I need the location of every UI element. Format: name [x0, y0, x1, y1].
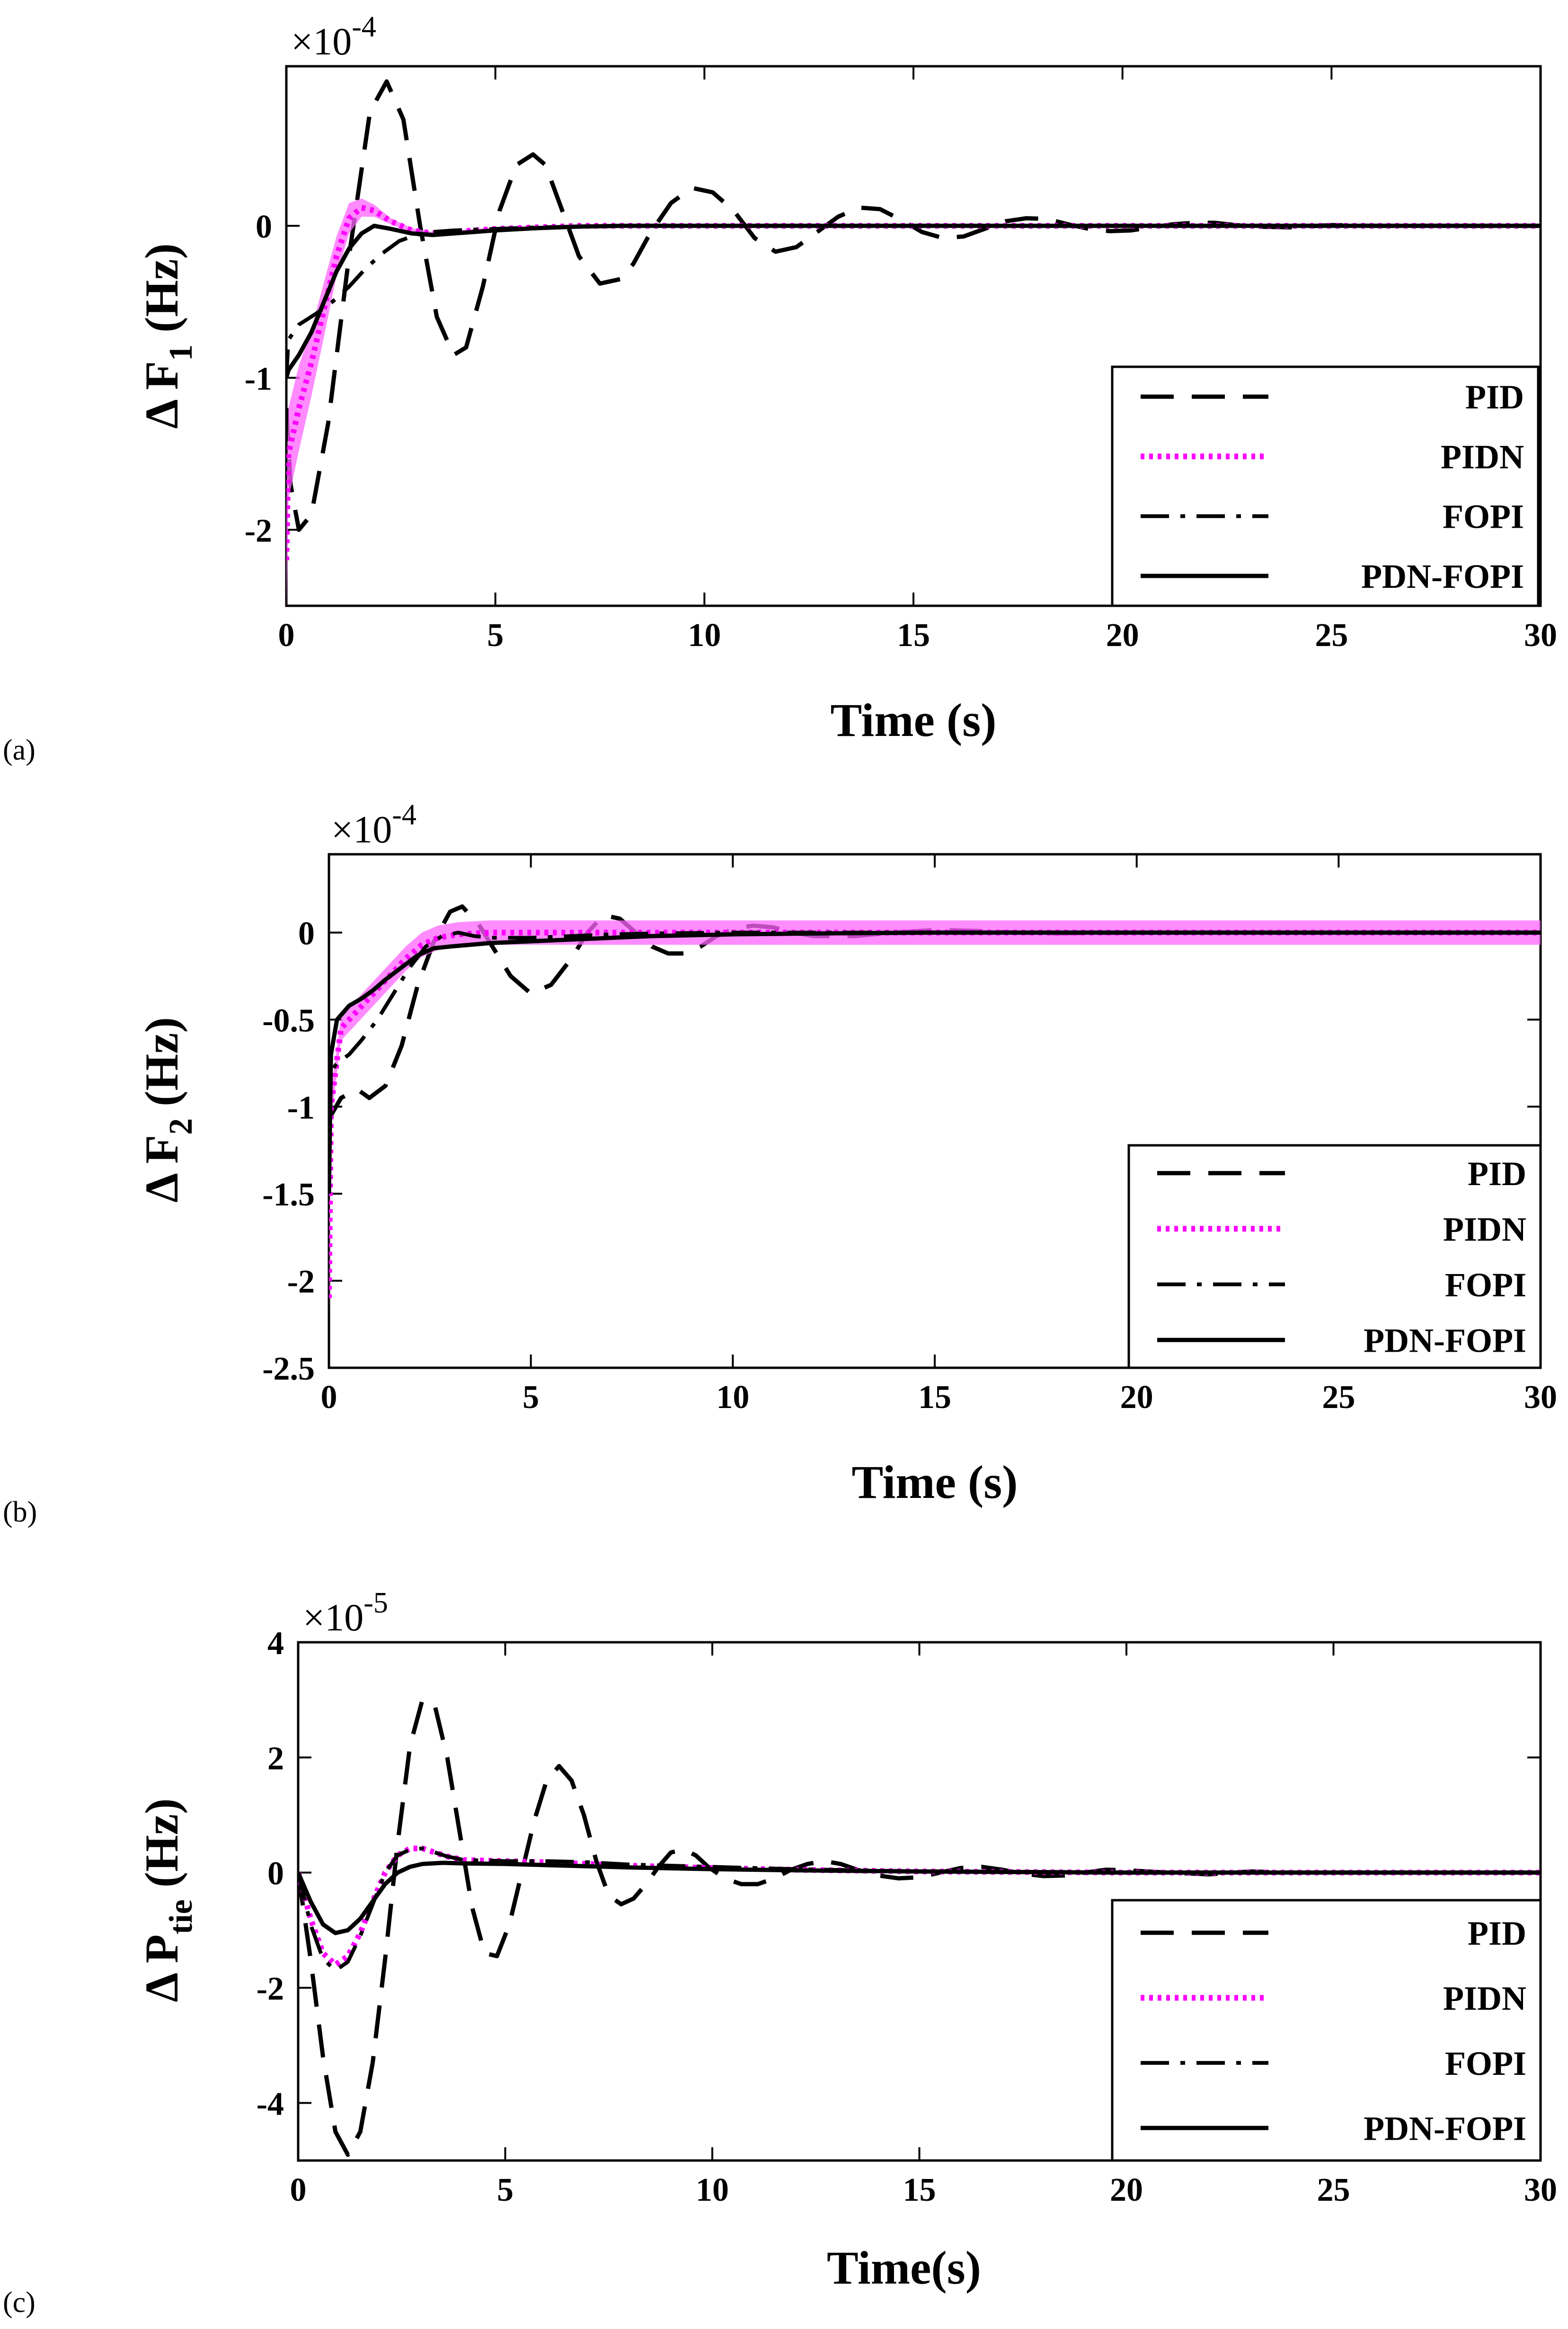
series-line-pdn-fopi	[286, 223, 1541, 379]
x-tick-label: 20	[1106, 617, 1139, 654]
x-axis-title: Time (s)	[852, 1456, 1018, 1508]
x-tick-label: 15	[918, 1379, 951, 1416]
x-tick-label: 15	[897, 617, 930, 654]
panel-a: (a) 0 5 10 15 20 25 30 -2 -1 0 ×10-4 PID PIDN FOPI PDN…	[3, 11, 1557, 766]
legend: PID PIDN FOPI PDN-FOPI	[1111, 1899, 1542, 2162]
x-tick-label: 0	[290, 2172, 307, 2208]
series-group	[329, 904, 1541, 1316]
series-line-pid	[286, 79, 1541, 532]
x-tick-label: 20	[1120, 1379, 1153, 1416]
y-tick-label: -2	[287, 1264, 315, 1300]
y-tick-label: -1	[287, 1089, 315, 1126]
y-tick-label: 0	[298, 916, 315, 952]
series-line-fopi	[329, 930, 1541, 1107]
panel-label-b: (b)	[3, 1496, 37, 1528]
x-tick-label: 10	[696, 2172, 729, 2208]
x-tick-label: 15	[903, 2172, 936, 2208]
panel-label-a: (a)	[3, 734, 35, 766]
series-line-pid	[298, 1698, 1541, 2157]
y-tick-label: -2	[257, 1971, 284, 2007]
y-tick-label: 0	[256, 209, 272, 245]
series-line-fopi	[298, 1846, 1541, 1973]
series-group	[286, 79, 1541, 606]
x-tick-label: 5	[523, 1379, 539, 1416]
x-tick-label: 25	[1317, 2172, 1350, 2208]
y-tick-label: 0	[267, 1856, 284, 1892]
x-tick-label: 0	[321, 1379, 337, 1416]
axis-exponent: ×10-4	[291, 11, 376, 63]
x-tick-label: 10	[688, 617, 721, 654]
legend-label: PDN-FOPI	[1364, 1321, 1526, 1359]
x-tick-label: 25	[1322, 1379, 1355, 1416]
legend-label: PDN-FOPI	[1364, 2109, 1526, 2147]
panel-label-c: (c)	[3, 2286, 35, 2319]
y-axis-title: Δ Ptie (Hz)	[135, 1798, 199, 2002]
legend-label: FOPI	[1445, 2045, 1526, 2082]
y-axis-title: Δ F1 (Hz)	[135, 243, 199, 429]
x-tick-label: 30	[1524, 1379, 1557, 1416]
x-tick-label: 20	[1110, 2172, 1143, 2208]
legend-label: PID	[1468, 1155, 1526, 1193]
legend-label: PID	[1468, 1914, 1526, 1952]
legend-label: PDN-FOPI	[1361, 558, 1524, 595]
y-tick-label: 4	[267, 1625, 284, 1662]
axis-exponent: ×10-5	[303, 1587, 388, 1639]
panel-c: (c) 0 5 10 15 20 25 30-4-2024×10-5PIDPIDNFOPIP…	[3, 1587, 1557, 2319]
x-tick-label: 25	[1315, 617, 1348, 654]
panel-b: (b) 0 5 10 15 20 25 30 -2.5 -2 -1.5 -1 -0.5 0 ×10-4 PI…	[3, 799, 1557, 1528]
legend-label: PIDN	[1441, 438, 1524, 476]
x-tick-label: 10	[716, 1379, 749, 1416]
series-line-pdn-fopi	[329, 930, 1541, 1194]
axis-exponent: ×10-4	[331, 799, 416, 851]
y-tick-label: 2	[267, 1740, 284, 1777]
y-tick-label: -1.5	[262, 1177, 315, 1213]
y-tick-label: -4	[257, 2086, 284, 2122]
x-axis-title: Time (s)	[831, 694, 997, 746]
x-tick-label: 30	[1524, 617, 1557, 654]
x-tick-label: 0	[278, 617, 295, 654]
legend-label: PID	[1465, 378, 1524, 416]
legend-box	[1111, 365, 1540, 607]
legend-label: PIDN	[1443, 1979, 1526, 2017]
legend-box	[1111, 1899, 1542, 2162]
series-line-pdn-fopi	[298, 1860, 1541, 1935]
legend-label: FOPI	[1443, 498, 1524, 536]
x-axis-title: Time(s)	[827, 2241, 981, 2294]
legend-label: PIDN	[1443, 1210, 1526, 1248]
x-tick-label: 5	[487, 617, 504, 654]
y-tick-label: -1	[245, 361, 272, 397]
y-tick-label: -2.5	[262, 1351, 315, 1387]
legend: PID PIDN FOPI PDN-FOPI	[1111, 365, 1540, 607]
x-tick-label: 5	[497, 2172, 514, 2208]
y-tick-label: -0.5	[262, 1002, 315, 1039]
series-group	[298, 1698, 1541, 2157]
y-tick-label: -2	[245, 513, 272, 549]
legend-label: FOPI	[1445, 1266, 1526, 1304]
legend: PID PIDN FOPI PDN-FOPI	[1127, 1144, 1542, 1369]
y-axis-title: Δ F2 (Hz)	[135, 1017, 199, 1203]
x-tick-label: 30	[1524, 2172, 1557, 2208]
legend-box	[1127, 1144, 1542, 1369]
